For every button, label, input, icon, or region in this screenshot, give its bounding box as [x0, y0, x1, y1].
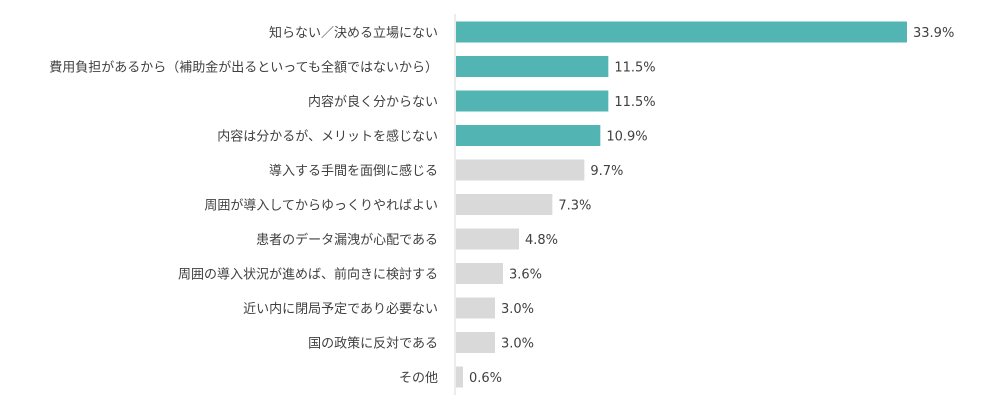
data-label: 33.9% [913, 26, 954, 41]
bar [456, 56, 609, 77]
category-label: 患者のデータ漏洩が心配である [256, 232, 438, 248]
bar [456, 159, 585, 181]
data-label: 3.6% [509, 268, 542, 283]
category-label: 周囲の導入状況が進めば、前向きに検討する [178, 267, 438, 283]
category-label: 内容は分かるが、メリットを感じない [217, 129, 438, 145]
category-label: 知らない／決める立場にない [269, 25, 438, 41]
bar [456, 21, 907, 43]
category-label: 国の政策に反対である [308, 336, 438, 352]
category-label: 導入する手間を面倒に感じる [269, 163, 438, 179]
data-label: 11.5% [614, 95, 655, 110]
category-label: その他 [399, 371, 438, 386]
bar [456, 194, 553, 215]
bar [456, 228, 519, 250]
data-label: 3.0% [501, 302, 534, 317]
bar [456, 263, 503, 284]
data-label: 3.0% [501, 337, 534, 352]
bar [456, 90, 609, 112]
data-label: 9.7% [590, 164, 623, 179]
data-label: 7.3% [558, 199, 591, 214]
data-label: 4.8% [525, 233, 558, 248]
data-label: 0.6% [469, 371, 502, 386]
category-label: 近い内に閉局予定であり必要ない [243, 301, 438, 317]
category-label: 内容が良く分からない [308, 94, 438, 110]
bar [456, 125, 601, 146]
data-label: 11.5% [614, 61, 655, 76]
category-label: 費用負担があるから（補助金が出るといっても全額ではないから） [49, 60, 438, 76]
bar [456, 297, 495, 319]
bar [456, 366, 463, 388]
data-label: 10.9% [606, 130, 647, 145]
category-label: 周囲が導入してからゆっくりやればよい [204, 199, 438, 214]
bar [456, 332, 495, 353]
